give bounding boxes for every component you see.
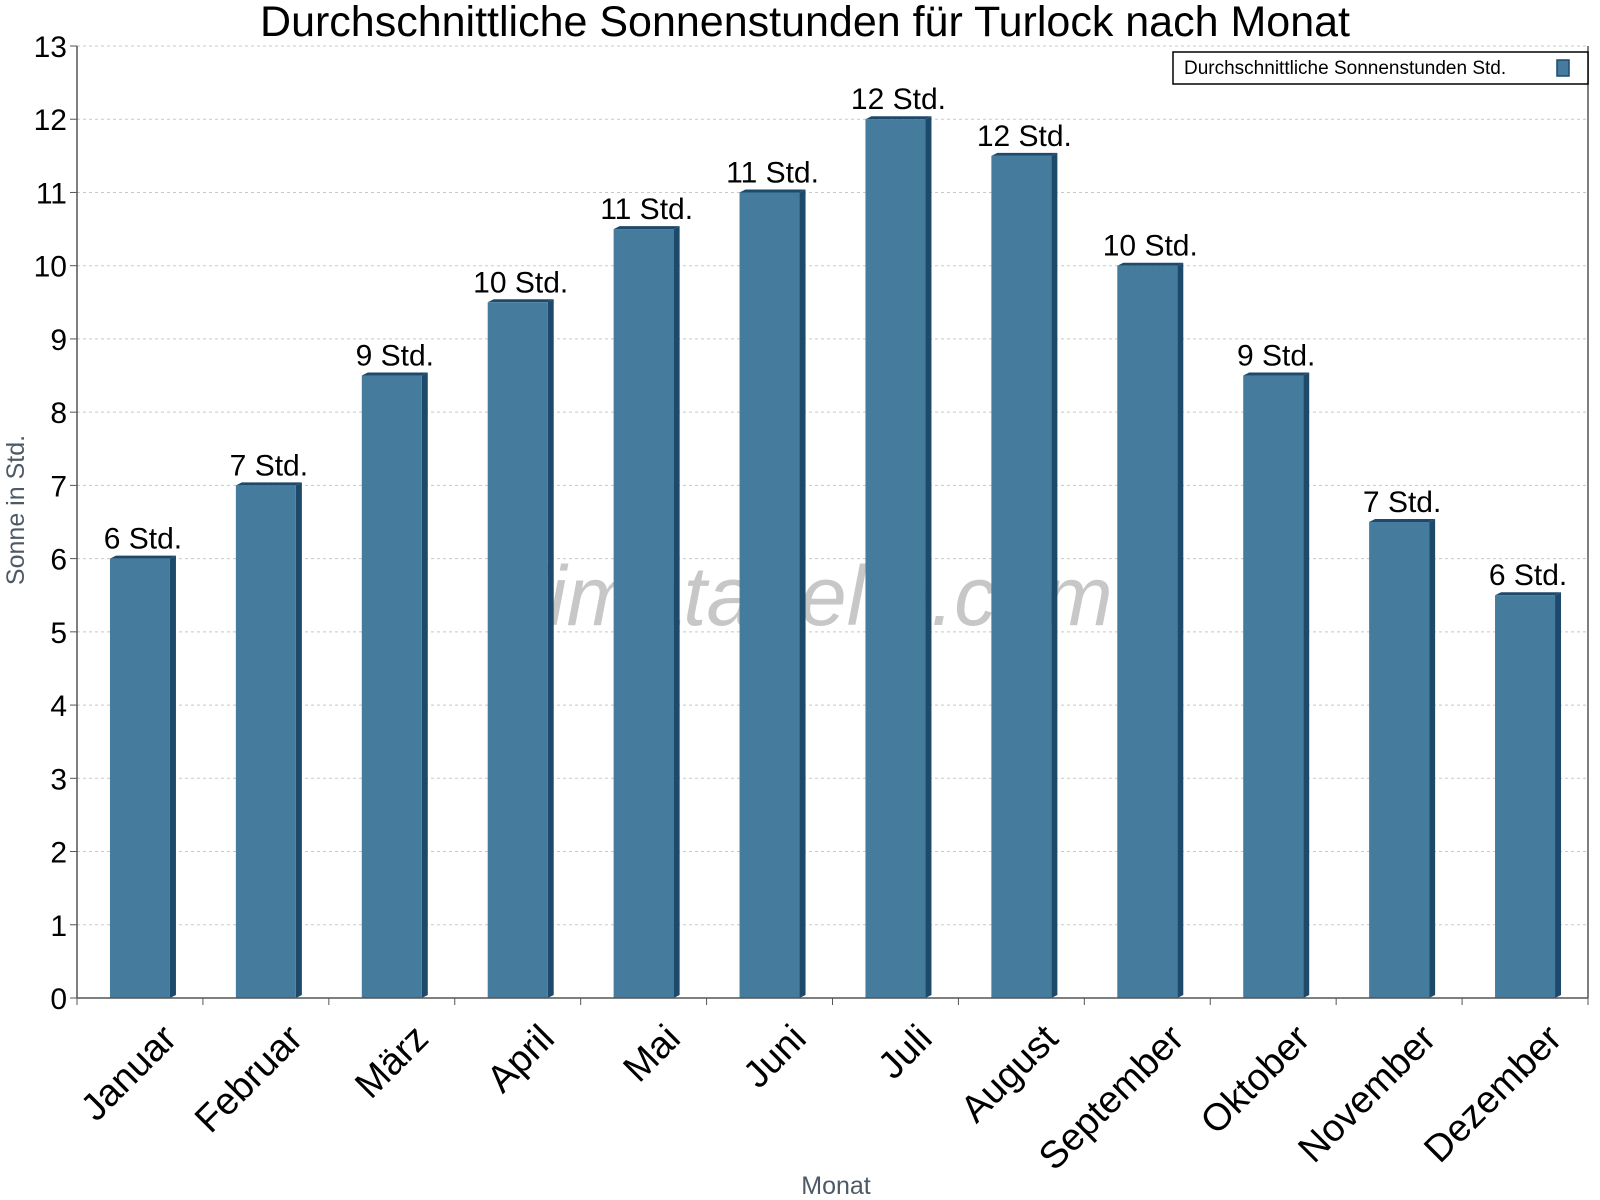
x-tick-label: Oktober (1193, 1017, 1319, 1143)
x-tick-label: Juni (736, 1017, 815, 1096)
x-tick-label: April (479, 1017, 562, 1100)
bar-top (235, 482, 302, 486)
bar-top (739, 189, 806, 193)
bar-top (361, 372, 428, 376)
bar (865, 119, 926, 998)
bar-top (991, 152, 1058, 156)
y-tick-label: 9 (50, 324, 67, 357)
data-label: 12 Std. (851, 83, 946, 116)
x-tick-label: Dezember (1416, 1017, 1570, 1171)
y-tick-label: 2 (50, 837, 67, 870)
y-tick-label: 8 (50, 397, 67, 430)
legend-box (1172, 51, 1589, 85)
y-tick-label: 6 (50, 544, 67, 577)
bar (991, 155, 1052, 998)
bar-side (799, 189, 806, 998)
data-label: 11 Std. (726, 156, 819, 189)
bar-side (1429, 519, 1436, 998)
bars-layer: 6 Std. 7 Std. 9 Std. 10 Std. 11 Std. 11 Std. 1… (104, 83, 1567, 999)
bar-top (613, 226, 680, 230)
chart-title: Durchschnittliche Sonnenstunden für Turl… (260, 0, 1350, 46)
bar-top (1495, 592, 1562, 596)
data-label: 10 Std. (473, 266, 568, 299)
y-tick-label: 3 (50, 763, 67, 796)
bar-side (547, 299, 554, 998)
bar (361, 375, 422, 998)
y-tick-label: 1 (50, 910, 67, 943)
y-tick-label: 12 (34, 104, 67, 137)
data-label: 9 Std. (356, 340, 434, 373)
bar-side (169, 555, 176, 998)
bar-side (421, 372, 428, 998)
bar-side (925, 116, 932, 998)
bar (109, 558, 170, 998)
y-tick-label: 7 (50, 470, 67, 503)
legend-label: Durchschnittliche Sonnenstunden Std. (1184, 58, 1506, 79)
y-tick-label: 13 (34, 31, 67, 64)
bar (1369, 522, 1430, 998)
data-label: 9 Std. (1237, 340, 1315, 373)
bar (1495, 595, 1556, 998)
x-tick-label: Juli (870, 1017, 940, 1087)
bar-side (1051, 152, 1058, 998)
bar-side (673, 226, 680, 999)
x-axis-label: Monat (801, 1172, 871, 1200)
x-tick-label: August (953, 1017, 1067, 1131)
y-tick-label: 11 (36, 177, 67, 210)
bar-side (1303, 372, 1310, 998)
bar-top (865, 116, 932, 120)
y-tick-label: 0 (50, 983, 67, 1016)
bar (1243, 375, 1304, 998)
data-label: 12 Std. (977, 120, 1072, 153)
data-label: 6 Std. (104, 523, 182, 556)
bar-side (1555, 592, 1562, 998)
legend-swatch (1556, 59, 1570, 77)
bar-side (1177, 262, 1184, 998)
x-tick-label: Mai (616, 1017, 689, 1090)
x-tick-label: Februar (187, 1017, 311, 1141)
bar (487, 302, 548, 998)
bar-top (1243, 372, 1310, 376)
bar-top (487, 299, 554, 303)
grid-layer (77, 45, 1588, 926)
bar-top (1369, 519, 1436, 522)
bar-top (1117, 262, 1184, 266)
y-tick-label: 4 (50, 690, 67, 723)
y-tick-label: 5 (50, 617, 67, 650)
x-tick-label: Januar (73, 1017, 185, 1129)
y-axis-label: Sonne in Std. (2, 435, 30, 585)
bar-side (295, 482, 302, 998)
bar (1117, 265, 1178, 998)
x-tick-label: November (1291, 1017, 1445, 1171)
bar (739, 192, 800, 998)
data-label: 6 Std. (1489, 559, 1567, 592)
x-tick-label: März (347, 1017, 436, 1106)
bar-top (109, 555, 176, 559)
data-label: 7 Std. (230, 449, 308, 482)
bar (613, 229, 674, 999)
data-label: 7 Std. (1363, 486, 1441, 519)
legend: Durchschnittliche Sonnenstunden Std. (1172, 51, 1589, 85)
data-label: 11 Std. (600, 193, 693, 226)
y-tick-label: 10 (34, 251, 67, 284)
bar (235, 485, 296, 998)
data-label: 10 Std. (1103, 230, 1198, 263)
